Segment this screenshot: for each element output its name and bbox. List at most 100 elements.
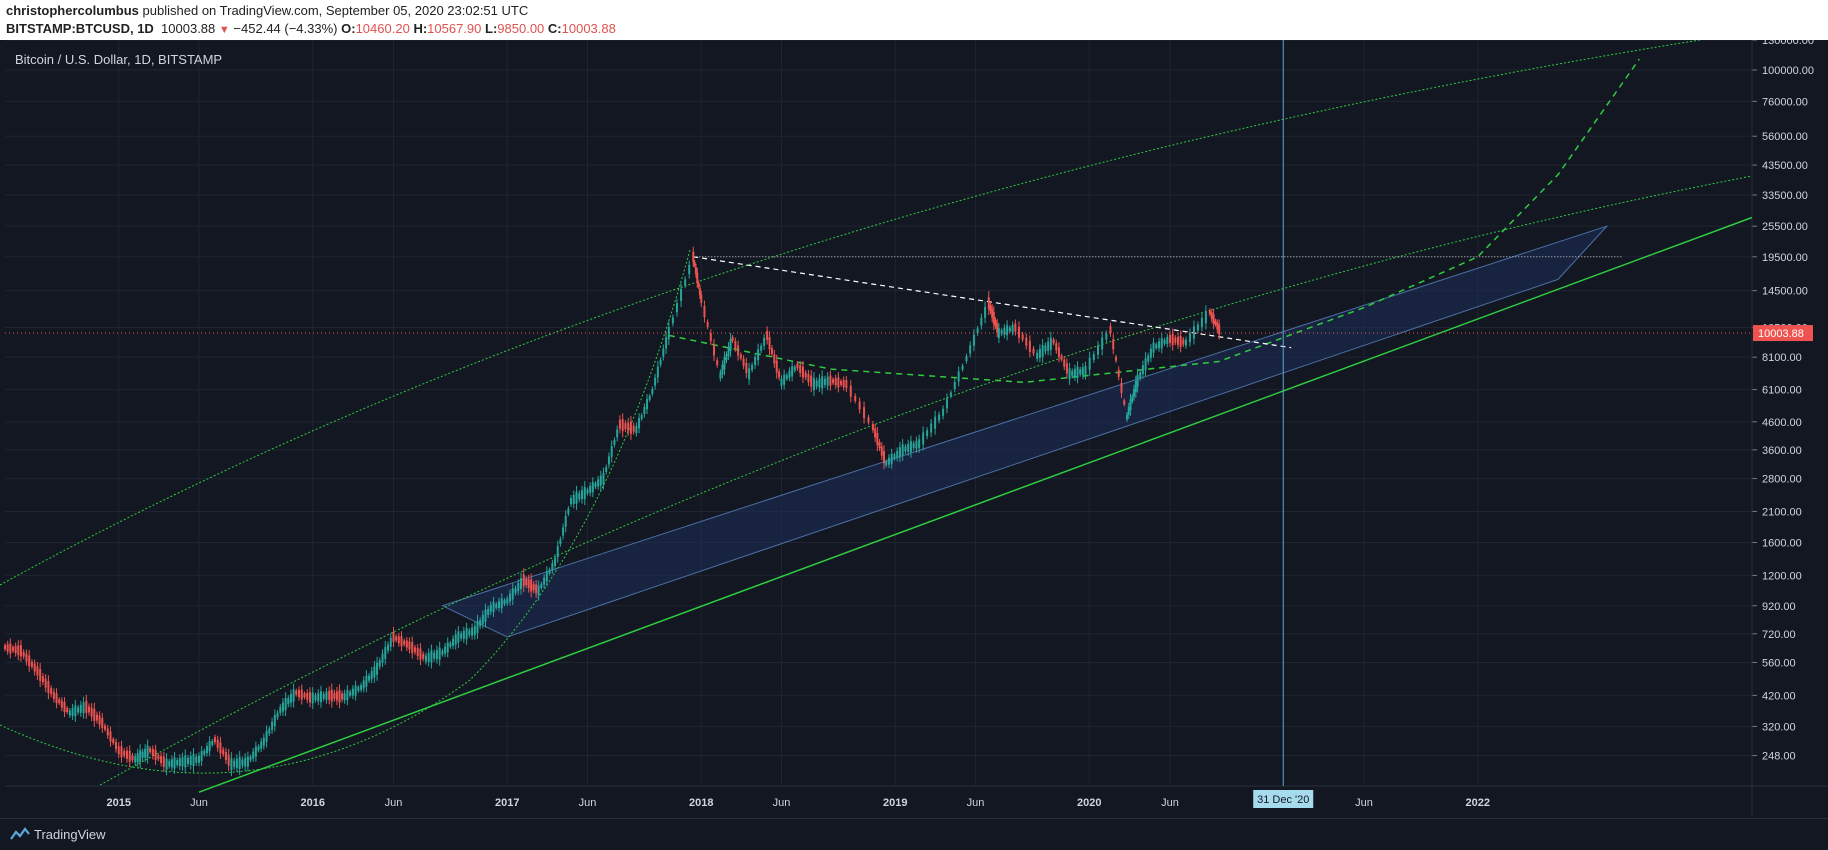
brand-name[interactable]: TradingView (34, 827, 106, 842)
candle-body (1008, 327, 1011, 332)
candle-body (648, 395, 651, 400)
candle-body (1003, 327, 1006, 335)
candle-body (136, 753, 139, 763)
candle-body (178, 758, 181, 767)
candle-body (14, 646, 17, 654)
candle-body (570, 498, 573, 505)
candle-body (1147, 355, 1150, 362)
candle-body (624, 423, 627, 430)
candle-body (527, 579, 530, 589)
candle-body (969, 345, 972, 354)
candle-body (1000, 330, 1003, 335)
candle-body (807, 374, 810, 383)
candle-body (71, 707, 74, 716)
candle-body (82, 702, 85, 714)
candle-body (273, 714, 276, 726)
candle-body (36, 666, 39, 676)
candle-body (384, 646, 387, 659)
candle-body (994, 320, 997, 327)
candle-body (627, 422, 630, 432)
candle-body (6, 644, 9, 652)
candle-body (227, 754, 230, 766)
candle-body (197, 755, 200, 763)
candle-body (696, 272, 699, 283)
candle-body (863, 407, 866, 419)
candle-body (244, 757, 247, 767)
candle-body (403, 640, 406, 645)
candle-body (842, 380, 845, 388)
candle-body (834, 378, 837, 386)
author-name[interactable]: christophercolumbus (6, 3, 139, 18)
y-tick-label: 2800.00 (1762, 474, 1802, 486)
last-price: 10003.88 (161, 21, 216, 36)
candle-body (540, 583, 543, 588)
y-tick-label: 56000.00 (1762, 131, 1808, 143)
y-tick-label: 420.00 (1762, 690, 1796, 702)
candle-body (930, 423, 933, 433)
candle-body (890, 453, 893, 464)
x-tick-label: 2015 (106, 797, 130, 809)
y-tick-label: 248.00 (1762, 751, 1796, 763)
candle-body (1136, 374, 1139, 387)
candle-body (1129, 399, 1132, 411)
candle-body (58, 699, 61, 704)
candle-body (766, 330, 769, 340)
candle-body (208, 741, 211, 752)
candle-body (289, 693, 292, 703)
candle-body (1163, 339, 1166, 344)
candle-body (763, 337, 766, 346)
ohlc-line: BITSTAMP:BTCUSD, 1D 10003.88 ▼ −452.44 (… (6, 21, 616, 36)
candle-body (9, 643, 12, 654)
candle-body (996, 323, 999, 333)
candle-body (849, 385, 852, 397)
candle-body (727, 346, 730, 356)
candle-body (656, 366, 659, 378)
candle-body (476, 620, 479, 633)
candle-body (957, 371, 960, 382)
candle-body (79, 704, 82, 713)
candle-body (465, 628, 468, 640)
candle-body (262, 737, 265, 746)
candle-body (265, 730, 268, 742)
candle-body (144, 748, 147, 758)
candle-body (1117, 369, 1120, 377)
candle-body (449, 642, 452, 647)
candle-body (1052, 339, 1055, 344)
candle-body (295, 690, 298, 695)
candle-body (1125, 414, 1128, 420)
candle-body (618, 419, 621, 429)
candle-body (408, 641, 411, 650)
price-chart[interactable]: 248.00 320.00 420.00 560.00 720.00 920.00 1200… (0, 40, 1828, 818)
candle-body (134, 756, 137, 763)
candle-body (354, 685, 357, 696)
candle-body (351, 688, 354, 696)
candle-body (330, 689, 333, 702)
candle-body (370, 671, 373, 680)
y-tick-label: 14500.00 (1762, 286, 1808, 298)
candle-body (545, 571, 548, 582)
candle-body (525, 578, 528, 585)
candle-body (1041, 344, 1044, 357)
candle-body (1114, 356, 1117, 361)
last-price-label: 10003.88 (1758, 328, 1804, 340)
candle-body (785, 374, 788, 379)
candle-body (473, 626, 476, 636)
candle-body (397, 636, 400, 644)
candle-body (389, 637, 392, 647)
candle-body (90, 707, 93, 717)
candle-body (949, 392, 952, 397)
candle-body (992, 312, 995, 325)
candle-body (189, 756, 192, 766)
candle-body (1174, 337, 1177, 343)
y-tick-label: 320.00 (1762, 721, 1796, 733)
candle-body (4, 645, 6, 650)
candle-body (195, 756, 198, 763)
candle-body (543, 577, 546, 585)
candle-body (1218, 324, 1221, 335)
candle-body (427, 653, 430, 663)
candle-body (799, 364, 802, 373)
candle-body (1155, 344, 1158, 349)
candle-body (796, 363, 799, 369)
y-tick-label: 4600.00 (1762, 417, 1802, 429)
candle-body (487, 608, 490, 615)
